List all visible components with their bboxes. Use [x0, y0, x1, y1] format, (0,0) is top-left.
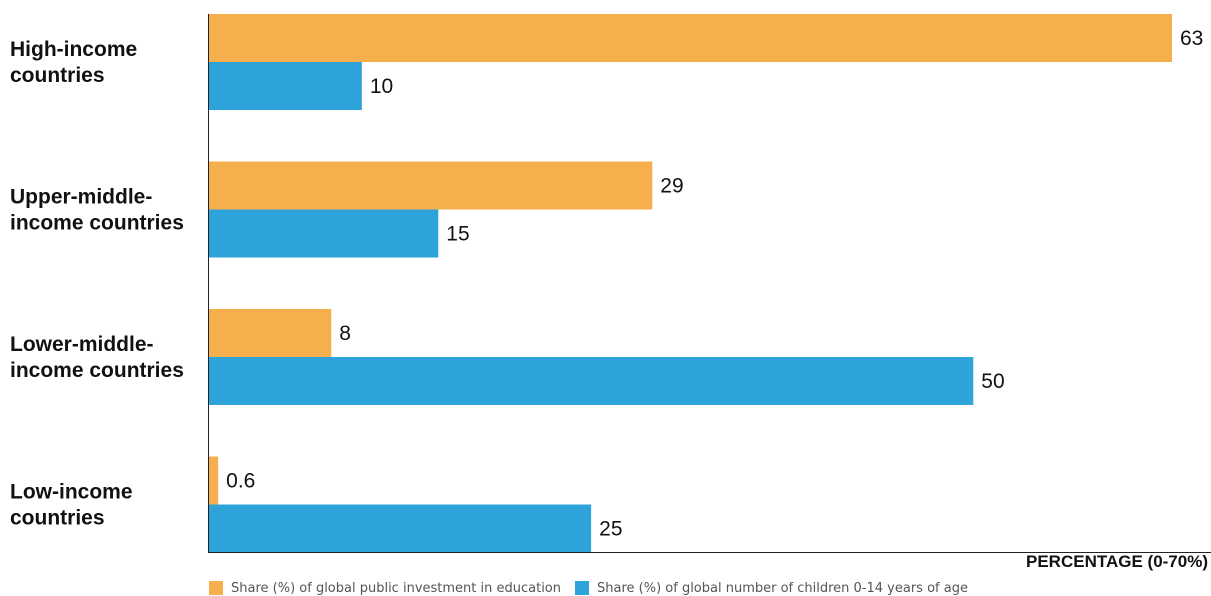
x-axis-title: PERCENTAGE (0-70%) [1026, 552, 1208, 571]
bar-education-0 [209, 14, 1172, 62]
legend-label-education: Share (%) of global public investment in… [231, 580, 561, 596]
bar-children-0 [209, 62, 362, 110]
category-label-1-line-1: income countries [10, 212, 184, 235]
bars-layer [209, 14, 1172, 553]
data-label-children-2: 50 [981, 370, 1004, 393]
legend: Share (%) of global public investment in… [209, 580, 982, 596]
legend-item-education: Share (%) of global public investment in… [209, 581, 561, 596]
data-label-education-2: 8 [339, 322, 351, 345]
data-label-education-0: 63 [1180, 27, 1203, 50]
bar-children-1 [209, 209, 439, 258]
labels-layer: 63 10 High-income countries 29 15 Upper-middle… [10, 27, 1203, 541]
legend-swatch-children [575, 581, 589, 595]
category-label-0-line-1: countries [10, 64, 105, 87]
category-label-3-line-1: countries [10, 507, 105, 530]
data-label-children-1: 15 [446, 223, 469, 246]
data-label-children-3: 25 [599, 518, 622, 541]
data-label-education-3: 0.6 [226, 470, 255, 493]
bar-education-3 [209, 456, 219, 505]
category-label-3-line-0: Low-income [10, 481, 133, 504]
category-label-0-line-0: High-income [10, 38, 137, 61]
legend-item-children: Share (%) of global number of children 0… [575, 581, 968, 596]
bar-education-2 [209, 309, 332, 357]
category-label-2-line-1: income countries [10, 359, 184, 382]
category-label-2-line-0: Lower-middle- [10, 333, 154, 356]
bar-children-3 [209, 504, 592, 553]
legend-label-children: Share (%) of global number of children 0… [597, 580, 968, 596]
legend-swatch-education [209, 581, 223, 595]
data-label-children-0: 10 [370, 75, 393, 98]
bar-education-1 [209, 161, 653, 210]
category-label-1-line-0: Upper-middle- [10, 186, 152, 209]
data-label-education-1: 29 [660, 175, 683, 198]
bar-children-2 [209, 357, 974, 405]
